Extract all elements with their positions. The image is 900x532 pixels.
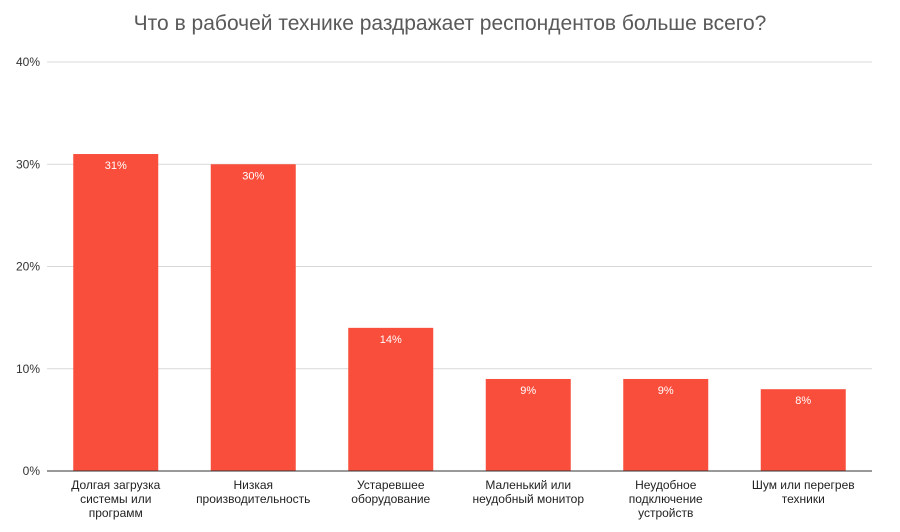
gridlines [47, 61, 872, 370]
y-tick-label: 10% [16, 362, 40, 376]
bar [210, 164, 296, 471]
y-tick-label: 0% [23, 464, 41, 478]
category-labels: Долгая загрузка системы или программ Низкая… [71, 478, 854, 520]
bar [348, 327, 434, 471]
category-label: Долгая загрузка системы или программ [71, 478, 160, 520]
bar [485, 378, 571, 471]
bar [73, 154, 159, 471]
value-label: 9% [658, 385, 674, 397]
value-label: 30% [242, 170, 264, 182]
category-label: Неудобное подключение устройств [629, 478, 703, 520]
category-label: Шум или перегрев техники [752, 478, 855, 506]
value-labels: 31% 30% 14% 9% 9% 8% [105, 160, 812, 407]
y-axis-ticks: 0% 10% 20% 30% 40% [16, 55, 40, 478]
y-tick-label: 40% [16, 55, 40, 69]
bar [623, 378, 709, 471]
category-label: Устаревшее оборудование [351, 478, 430, 506]
value-label: 8% [795, 395, 811, 407]
bars [73, 154, 846, 471]
value-label: 9% [520, 385, 536, 397]
category-label: Низкая производительность [196, 478, 310, 506]
chart-title: Что в рабочей технике раздражает респонд… [133, 12, 767, 35]
bar [760, 389, 846, 471]
value-label: 14% [380, 334, 402, 346]
y-tick-label: 30% [16, 157, 40, 171]
value-label: 31% [105, 160, 127, 172]
category-label: Маленький или неудобный монитор [472, 478, 584, 506]
y-tick-label: 20% [16, 260, 40, 274]
